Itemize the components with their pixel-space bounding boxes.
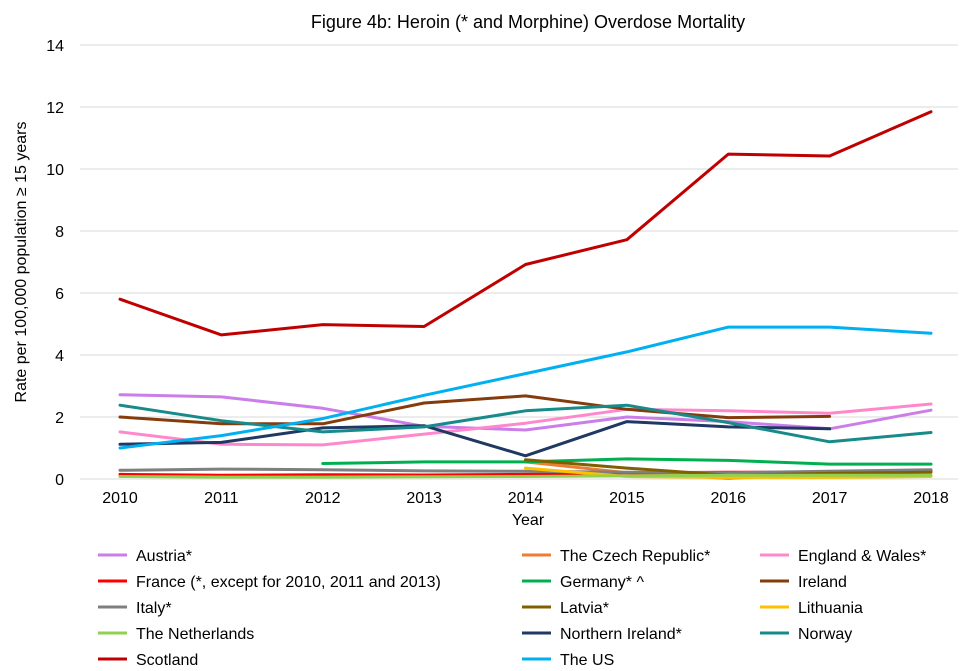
legend-label: The US: [560, 652, 614, 669]
series-line-norway: [118, 403, 933, 444]
legend: Austria* The Czech Republic* England & Wal…: [98, 548, 926, 669]
legend-label: Italy*: [136, 600, 172, 617]
legend-label: Lithuania: [798, 600, 863, 617]
series-line-lithuania: [524, 466, 933, 479]
legend-label: Germany* ^: [560, 574, 644, 591]
x-axis-ticks: 2010 2011 2012 2013 2014 2015 2016 2017 2018: [102, 490, 949, 507]
legend-label: Ireland: [798, 574, 847, 591]
x-tick-label: 2013: [406, 490, 442, 507]
legend-item: Ireland: [760, 574, 847, 591]
y-tick-label: 0: [55, 472, 64, 489]
legend-item: The Czech Republic*: [522, 548, 710, 565]
series-line-austria: [118, 393, 933, 432]
x-tick-label: 2018: [913, 490, 949, 507]
x-tick-label: 2015: [609, 490, 645, 507]
legend-item: The US: [522, 652, 614, 669]
legend-item: Lithuania: [760, 600, 863, 617]
y-axis-ticks: 0 2 4 6 8 10 12 14: [46, 38, 64, 489]
series-line-scotland: [118, 110, 933, 337]
legend-label: Northern Ireland*: [560, 626, 682, 643]
y-tick-label: 4: [55, 348, 64, 365]
legend-item: Austria*: [98, 548, 192, 565]
x-tick-label: 2012: [305, 490, 341, 507]
legend-item: England & Wales*: [760, 548, 926, 565]
legend-label: The Netherlands: [136, 626, 254, 643]
gridlines: [80, 44, 958, 418]
legend-label: Latvia*: [560, 600, 609, 617]
legend-label: Austria*: [136, 548, 192, 565]
legend-item: Germany* ^: [522, 574, 644, 591]
series-line-italy: [118, 467, 933, 475]
legend-item: France (*, except for 2010, 2011 and 201…: [98, 574, 441, 591]
y-axis-label: Rate per 100,000 population ≥ 15 years: [13, 122, 30, 403]
legend-label: Scotland: [136, 652, 198, 669]
legend-item: Italy*: [98, 600, 172, 617]
chart-title: Figure 4b: Heroin (* and Morphine) Overd…: [311, 12, 745, 32]
legend-label: Norway: [798, 626, 852, 643]
legend-label: The Czech Republic*: [560, 548, 710, 565]
x-tick-label: 2010: [102, 490, 138, 507]
y-tick-label: 14: [46, 38, 64, 55]
y-tick-label: 12: [46, 100, 64, 117]
x-tick-label: 2011: [204, 490, 239, 507]
x-tick-label: 2016: [710, 490, 746, 507]
x-tick-label: 2014: [508, 490, 544, 507]
series-line-the-netherlands: [118, 473, 933, 479]
legend-label: France (*, except for 2010, 2011 and 201…: [136, 574, 441, 591]
x-axis-label: Year: [512, 512, 545, 529]
legend-item: The Netherlands: [98, 626, 254, 643]
legend-item: Latvia*: [522, 600, 609, 617]
y-tick-label: 8: [55, 224, 64, 241]
legend-item: Scotland: [98, 652, 198, 669]
legend-item: Norway: [760, 626, 852, 643]
series-line-the-us: [118, 325, 933, 450]
y-tick-label: 2: [55, 410, 64, 427]
series-line-northern-ireland: [118, 420, 832, 458]
series-line-germany: [321, 457, 933, 466]
legend-label: England & Wales*: [798, 548, 926, 565]
series-lines: [118, 110, 933, 480]
x-tick-label: 2017: [812, 490, 848, 507]
series-line-england-wales: [118, 402, 933, 447]
y-tick-label: 10: [46, 162, 64, 179]
legend-item: Northern Ireland*: [522, 626, 682, 643]
y-tick-label: 6: [55, 286, 64, 303]
